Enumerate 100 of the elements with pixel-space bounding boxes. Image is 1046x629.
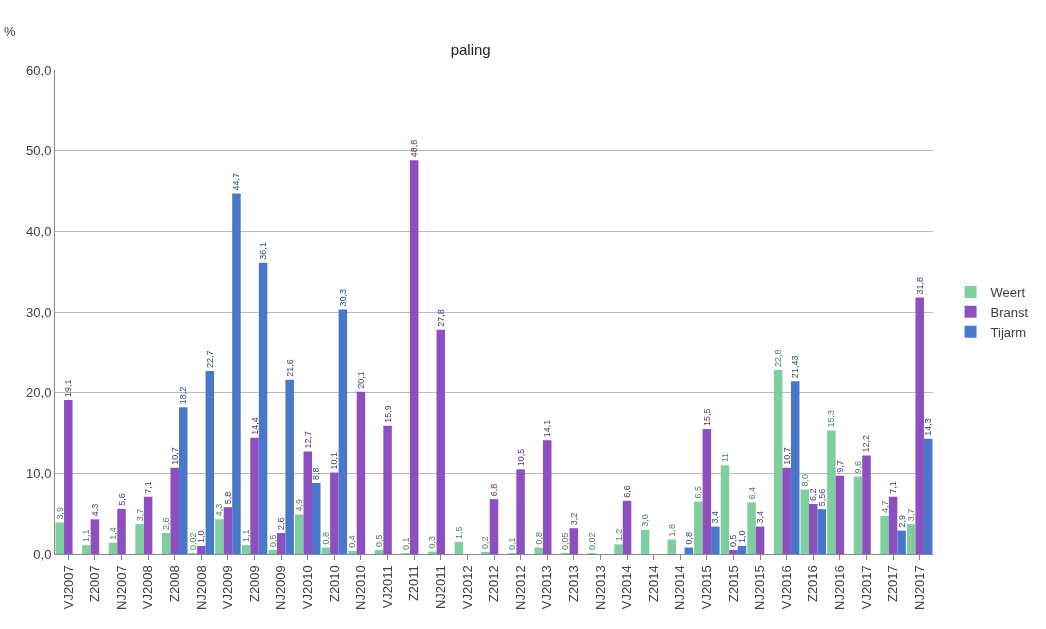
bar: [312, 483, 321, 554]
y-tick-label: 40,0: [26, 223, 52, 239]
bar: [64, 399, 73, 554]
x-tick-label: Z2011: [406, 565, 422, 602]
x-tick-label: NJ2013: [592, 565, 608, 611]
bar: [170, 467, 179, 554]
bar: [161, 533, 171, 554]
data-label: 0,8: [683, 532, 694, 545]
data-label: 27,8: [435, 309, 446, 327]
bar: [258, 262, 268, 554]
x-tick-label: Z2010: [326, 565, 342, 603]
y-tick-label: 30,0: [26, 304, 52, 320]
data-label: 9,7: [834, 460, 845, 473]
data-label: 1,2: [613, 528, 624, 542]
bar: [773, 370, 783, 554]
data-label: 0,02: [187, 532, 198, 550]
data-label: 0,1: [400, 537, 411, 550]
bar: [906, 524, 916, 554]
bar: [622, 500, 632, 554]
data-label: 15,3: [826, 410, 837, 428]
x-tick-label: VJ2014: [619, 565, 635, 610]
x-tick-label: VJ2015: [699, 565, 715, 610]
data-label: 10,5: [515, 448, 526, 467]
bar: [516, 469, 525, 554]
bar: [250, 437, 259, 554]
y-tick-label: 0,0: [33, 546, 52, 562]
data-label: 36,1: [258, 242, 269, 260]
x-tick-label: VJ2011: [379, 565, 395, 609]
x-tick-label: NJ2014: [672, 565, 688, 611]
data-label: 2,9: [896, 515, 907, 528]
data-label: 5,56: [816, 488, 827, 507]
data-label: 3,7: [906, 508, 917, 522]
data-label: 6,5: [693, 486, 704, 499]
bar: [294, 514, 304, 554]
legend-label: Tijarm: [990, 324, 1027, 340]
bar: [747, 502, 756, 554]
x-tick-label: Z2007: [87, 565, 103, 603]
bar: [817, 509, 827, 554]
data-label: 0,3: [427, 536, 438, 549]
data-label: 0,1: [507, 537, 518, 550]
data-label: 12,2: [861, 435, 872, 453]
bar: [454, 541, 464, 554]
bar: [143, 496, 153, 554]
data-label: 3,4: [710, 511, 721, 524]
data-label: 9,6: [852, 461, 863, 474]
data-label: 1,8: [666, 523, 677, 537]
bar: [374, 549, 384, 554]
bar: [348, 550, 357, 554]
data-label: 14,3: [923, 418, 934, 436]
data-label: 2,6: [276, 517, 287, 531]
bar: [436, 329, 446, 554]
bar: [569, 528, 579, 554]
data-label: 14,4: [249, 417, 260, 435]
x-tick-label: Z2016: [805, 565, 821, 603]
data-label: 3,4: [755, 511, 766, 524]
bar: [827, 430, 836, 554]
data-label: 15,5: [701, 408, 712, 426]
data-label: 4,3: [214, 503, 225, 517]
bar: [640, 529, 650, 554]
data-label: 6,4: [746, 486, 757, 500]
data-label: 3,7: [134, 508, 145, 522]
bar: [409, 160, 419, 554]
bar: [694, 501, 703, 554]
x-tick-label: NJ2007: [113, 565, 129, 611]
bar: [215, 519, 224, 554]
bar: [489, 499, 499, 554]
x-tick-label: NJ2008: [193, 565, 209, 611]
x-tick-label: VJ2008: [140, 565, 156, 610]
bar: [720, 465, 730, 554]
bar: [880, 516, 889, 554]
bar: [915, 297, 924, 554]
data-label: 30,3: [337, 289, 348, 307]
bar: [108, 542, 118, 554]
bar: [667, 539, 676, 554]
bar: [888, 496, 898, 554]
bar: [303, 451, 313, 554]
data-label: 0,2: [480, 536, 491, 549]
bar: [223, 507, 233, 554]
y-tick-label: 20,0: [26, 385, 52, 401]
data-label: 0,4: [347, 535, 358, 548]
data-label: 6,8: [489, 483, 499, 497]
data-label: 14,1: [542, 419, 553, 438]
x-tick-label: NJ2009: [273, 565, 289, 611]
data-label: 0,05: [560, 532, 571, 550]
bar: [338, 309, 348, 554]
data-label: 18,2: [178, 386, 189, 405]
y-tick-label: 60,0: [26, 62, 52, 78]
x-tick-label: VJ2010: [299, 565, 315, 610]
x-tick-label: NJ2012: [512, 565, 528, 611]
data-label: 19,1: [63, 379, 74, 397]
data-label: 10,7: [781, 447, 792, 465]
x-tick-label: Z2015: [725, 565, 741, 603]
x-tick-label: Z2009: [246, 565, 262, 603]
data-label: 44,7: [231, 172, 242, 191]
bar: [862, 455, 871, 554]
data-label: 21,43: [790, 355, 801, 379]
bar: [241, 545, 251, 554]
bar: [729, 549, 738, 554]
bar: [755, 526, 765, 554]
bar: [232, 193, 241, 554]
